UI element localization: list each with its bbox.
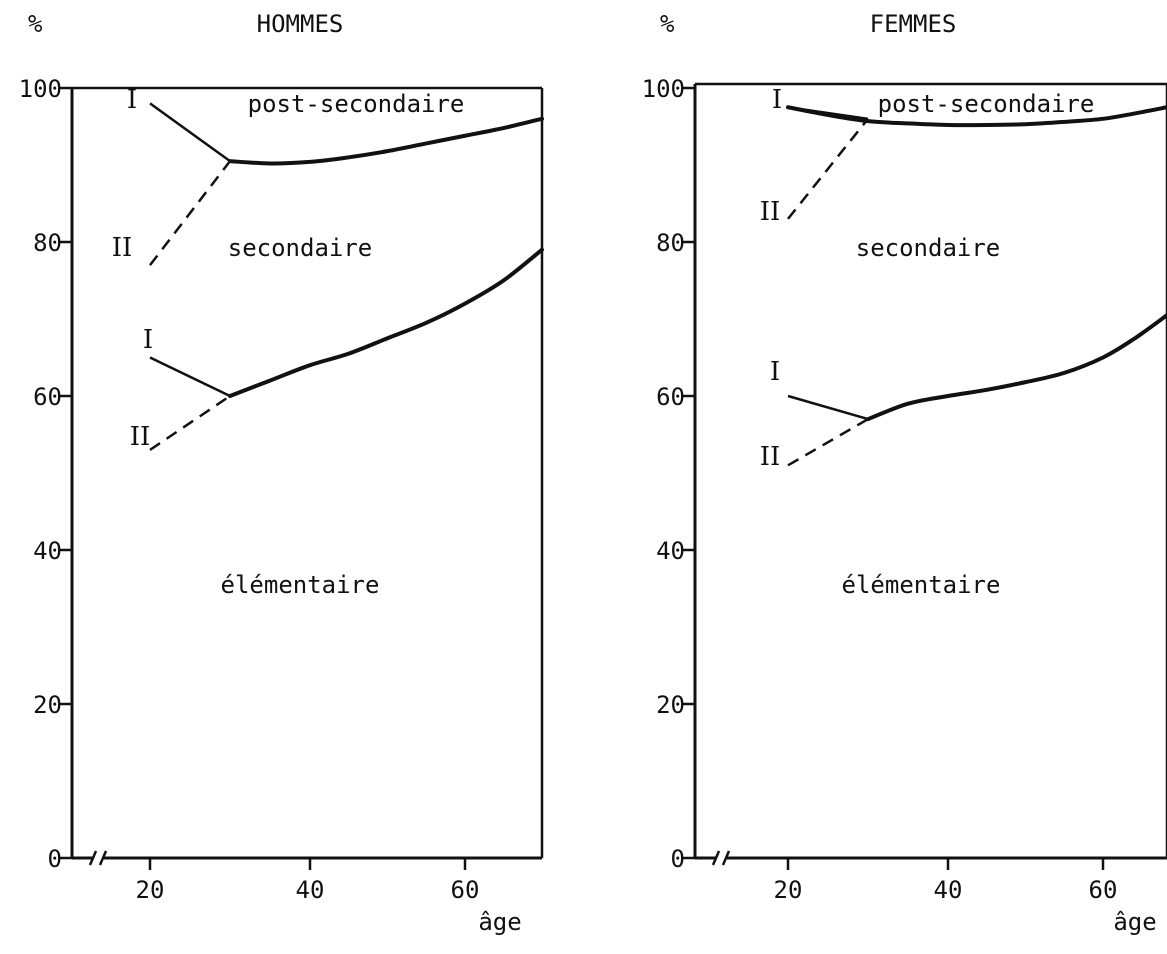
x-tick-label: 40: [934, 876, 963, 904]
branch-label: II: [760, 442, 781, 472]
x-tick-label: 20: [136, 876, 165, 904]
branch-label: II: [130, 422, 151, 452]
y-tick-label: 60: [656, 383, 685, 411]
chart-panel-femmes: FEMMES% âge 0 20 40 60 80 100 20 40 60 post-seconda…: [642, 10, 1167, 936]
y-axis-label: %: [660, 10, 675, 38]
branch-label: II: [112, 233, 133, 263]
x-tick-label: 60: [1089, 876, 1118, 904]
region-label: élémentaire: [842, 571, 1001, 599]
y-tick-label: 20: [656, 691, 685, 719]
branch-label: I: [772, 85, 782, 115]
branch-label: II: [760, 197, 781, 227]
x-tick-label: 20: [774, 876, 803, 904]
branch-line-i: [149, 356, 231, 398]
chart-title: HOMMES: [257, 10, 344, 38]
axis-break-mark: [98, 850, 108, 866]
y-axis-label: %: [28, 10, 43, 38]
x-axis-label: âge: [1113, 908, 1156, 936]
boundary-curve-upper: [786, 105, 1167, 128]
region-label: secondaire: [228, 234, 373, 262]
y-tick-label: 40: [33, 537, 62, 565]
axis-break-mark: [711, 850, 721, 866]
region-label: post-secondaire: [248, 90, 465, 118]
y-tick-label: 80: [33, 229, 62, 257]
y-tick-label: 100: [642, 75, 685, 103]
x-tick-label: 60: [451, 876, 480, 904]
y-tick-label: 80: [656, 229, 685, 257]
branch-label: I: [127, 85, 137, 115]
region-label: secondaire: [856, 234, 1001, 262]
region-label: post-secondaire: [878, 90, 1095, 118]
axis-break-mark: [88, 850, 98, 866]
branch-line-ii: [149, 394, 231, 451]
boundary-curve-lower: [228, 247, 544, 398]
y-tick-label: 0: [48, 845, 62, 873]
y-tick-label: 20: [33, 691, 62, 719]
y-tick-label: 60: [33, 383, 62, 411]
y-tick-label: 0: [671, 845, 685, 873]
x-axis-label: âge: [478, 908, 521, 936]
branch-line-ii: [787, 118, 869, 220]
axis-break-mark: [721, 850, 731, 866]
y-tick-label: 40: [656, 537, 685, 565]
chart-title: FEMMES: [870, 10, 957, 38]
branch-label: I: [143, 325, 153, 355]
branch-line-ii: [149, 160, 231, 266]
y-tick-label: 100: [19, 75, 62, 103]
branch-line-i: [149, 102, 231, 163]
chart-panel-hommes: HOMMES% âge 0 20 40 60 80 100 20 40 60 post-seconda…: [19, 10, 544, 936]
branch-line-ii: [787, 418, 869, 467]
region-label: élémentaire: [221, 571, 380, 599]
boundary-curve-upper: [228, 116, 544, 166]
x-tick-label: 40: [296, 876, 325, 904]
branch-line-i: [787, 394, 869, 421]
branch-label: I: [770, 357, 780, 387]
boundary-curve-lower: [866, 313, 1167, 422]
